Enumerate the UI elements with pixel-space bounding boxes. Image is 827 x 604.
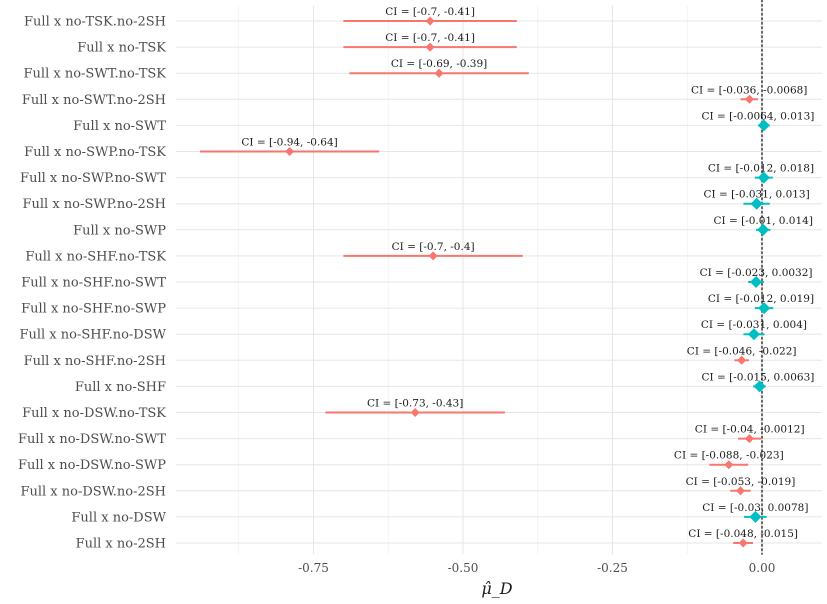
table-row: CI = [-0.69, -0.39] xyxy=(349,58,529,78)
y-tick-label: Full x no-SHF.no-TSK xyxy=(25,249,166,264)
table-row: CI = [-0.036, -0.0068] xyxy=(691,84,807,104)
table-row: CI = [-0.73, -0.43] xyxy=(325,398,505,417)
y-axis: Full x no-TSK.no-2SH Full x no-TSK Full x … xyxy=(18,15,167,552)
y-tick-label: Full x no-SWP.no-2SH xyxy=(22,197,166,212)
table-row: CI = [-0.031, 0.004] xyxy=(701,319,807,341)
estimate-point xyxy=(744,94,754,104)
table-row: CI = [-0.94, -0.64] xyxy=(199,137,380,156)
y-tick-label: Full x no-TSK.no-2SH xyxy=(24,15,166,30)
table-row: CI = [-0.7, -0.41] xyxy=(343,32,517,52)
table-row: CI = [-0.053, -0.019] xyxy=(686,476,796,496)
y-tick-label: Full x no-SHF.no-SWP xyxy=(21,302,166,317)
x-axis: -0.75 -0.50 -0.25 0.00 xyxy=(298,561,775,575)
y-tick-label: Full x no-SWP.no-SWT xyxy=(20,171,166,186)
table-row: CI = [-0.0064, 0.013] xyxy=(702,110,815,132)
ci-label: CI = [-0.012, 0.018] xyxy=(708,163,814,175)
table-row: CI = [-0.7, -0.4] xyxy=(343,241,523,261)
estimate-point xyxy=(738,538,748,548)
table-row: CI = [-0.046, -0.022] xyxy=(687,345,797,365)
x-tick-label: -0.25 xyxy=(597,561,628,575)
ci-label: CI = [-0.7, -0.41] xyxy=(385,32,475,44)
data-rows: CI = [-0.7, -0.41] CI = [-0.7, -0.41] CI =… xyxy=(199,6,815,548)
y-tick-label: Full x no-SHF xyxy=(75,380,166,395)
ci-label: CI = [-0.0064, 0.013] xyxy=(702,110,815,122)
table-row: CI = [-0.088, -0.023] xyxy=(674,450,784,470)
ci-label: CI = [-0.088, -0.023] xyxy=(674,450,784,462)
y-tick-label: Full x no-2SH xyxy=(76,537,166,552)
estimate-point xyxy=(735,486,745,496)
estimate-point xyxy=(425,16,435,26)
estimate-point xyxy=(285,147,295,156)
estimate-point xyxy=(434,68,444,78)
y-tick-label: Full x no-SWT xyxy=(73,119,166,134)
y-tick-label: Full x no-DSW.no-TSK xyxy=(22,406,166,421)
y-tick-label: Full x no-SHF.no-SWT xyxy=(21,276,166,291)
table-row: CI = [-0.031, 0.013] xyxy=(704,189,810,210)
ci-label: CI = [-0.03, 0.0078] xyxy=(702,502,808,514)
estimate-point xyxy=(428,251,438,261)
x-tick-label: -0.75 xyxy=(298,561,329,575)
ci-label: CI = [-0.031, 0.004] xyxy=(701,319,807,331)
table-row: CI = [-0.023, 0.0032] xyxy=(700,267,813,288)
ci-label: CI = [-0.7, -0.41] xyxy=(385,6,475,18)
ci-label: CI = [-0.7, -0.4] xyxy=(392,241,475,253)
y-tick-label: Full x no-SWT.no-2SH xyxy=(22,93,166,108)
y-tick-label: Full x no-SHF.no-DSW xyxy=(19,328,166,343)
ci-label: CI = [-0.031, 0.013] xyxy=(704,189,810,201)
estimate-point xyxy=(753,380,766,393)
estimate-point xyxy=(425,42,435,52)
x-tick-label: 0.00 xyxy=(749,561,776,575)
ci-label: CI = [-0.01, 0.014] xyxy=(713,215,813,227)
x-tick-label: -0.50 xyxy=(448,561,479,575)
ci-label: CI = [-0.015, 0.0063] xyxy=(702,371,815,383)
ci-label: CI = [-0.94, -0.64] xyxy=(241,137,337,149)
table-row: CI = [-0.015, 0.0063] xyxy=(702,371,815,393)
y-tick-label: Full x no-DSW xyxy=(71,510,166,525)
table-row: CI = [-0.03, 0.0078] xyxy=(702,502,808,523)
ci-label: CI = [-0.023, 0.0032] xyxy=(700,267,813,279)
table-row: CI = [-0.7, -0.41] xyxy=(343,6,517,26)
x-axis-label: μ̂_D xyxy=(481,579,512,598)
ci-label: CI = [-0.04, -0.0012] xyxy=(695,424,805,436)
estimate-point xyxy=(757,171,770,184)
y-tick-label: Full x no-DSW.no-2SH xyxy=(20,484,166,499)
estimate-point xyxy=(747,328,760,341)
ci-label: CI = [-0.012, 0.019] xyxy=(708,293,814,305)
estimate-point xyxy=(757,223,770,236)
estimate-point xyxy=(724,460,734,470)
estimate-point xyxy=(749,510,762,523)
estimate-point xyxy=(750,197,763,210)
ci-label: CI = [-0.69, -0.39] xyxy=(391,58,487,70)
y-tick-label: Full x no-DSW.no-SWT xyxy=(18,432,166,447)
table-row: CI = [-0.012, 0.018] xyxy=(708,163,814,184)
table-row: CI = [-0.04, -0.0012] xyxy=(695,424,805,444)
y-tick-label: Full x no-DSW.no-SWP xyxy=(18,458,166,473)
table-row: CI = [-0.012, 0.019] xyxy=(708,293,814,315)
ci-label: CI = [-0.053, -0.019] xyxy=(686,476,796,488)
ci-label: CI = [-0.036, -0.0068] xyxy=(691,84,807,96)
ci-label: CI = [-0.046, -0.022] xyxy=(687,345,797,357)
y-tick-label: Full x no-SWP.no-TSK xyxy=(24,145,166,160)
y-tick-label: Full x no-SHF.no-2SH xyxy=(24,354,166,369)
estimate-point xyxy=(410,408,420,417)
y-tick-label: Full x no-SWP xyxy=(73,223,166,238)
estimate-point xyxy=(737,355,747,365)
estimate-point xyxy=(750,276,763,288)
y-tick-label: Full x no-TSK xyxy=(77,41,166,56)
y-tick-label: Full x no-SWT.no-TSK xyxy=(24,67,167,82)
ci-label: CI = [-0.048, -0.015] xyxy=(688,528,798,540)
estimate-point xyxy=(757,119,770,132)
estimate-point xyxy=(758,302,771,315)
table-row: CI = [-0.01, 0.014] xyxy=(713,215,813,236)
table-row: CI = [-0.048, -0.015] xyxy=(688,528,798,548)
ci-label: CI = [-0.73, -0.43] xyxy=(367,398,463,410)
estimate-point xyxy=(744,434,754,444)
